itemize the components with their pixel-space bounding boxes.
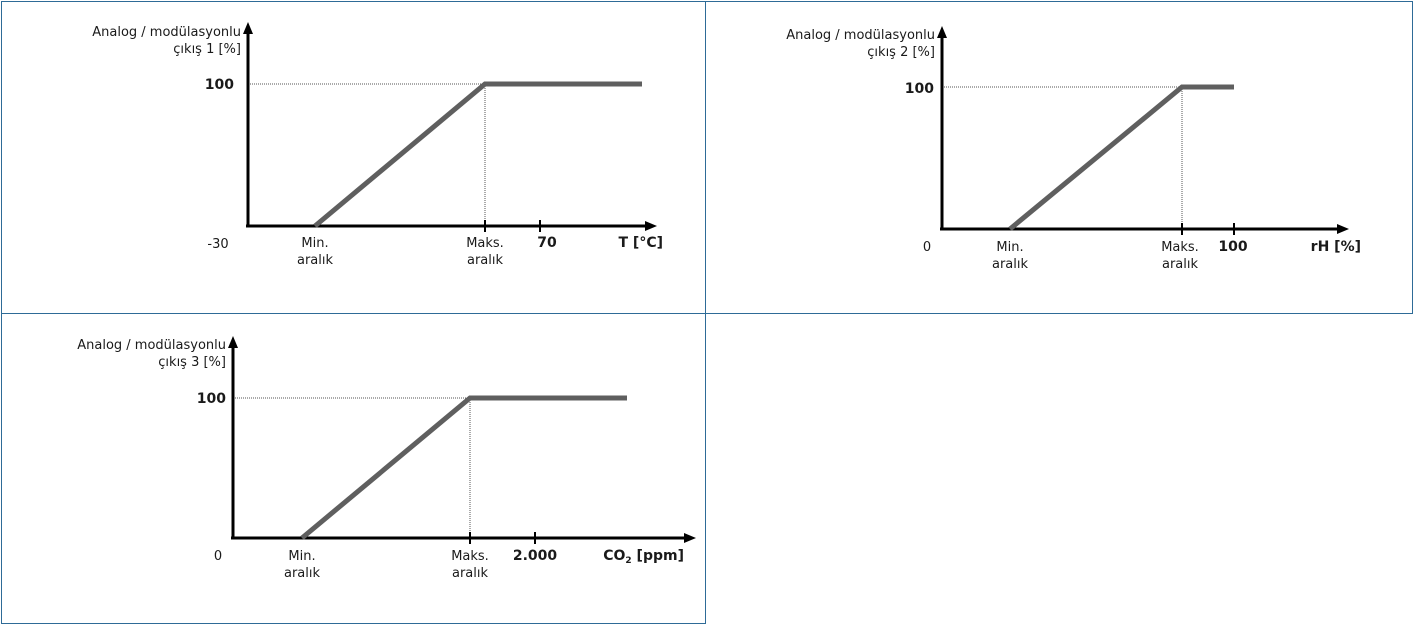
y-axis-min: -30 — [207, 237, 228, 252]
x-max-label-line1: Maks. — [466, 236, 504, 251]
chart-1-svg: Analog / modülasyonlu çıkış 1 [%] 100 -3… — [92, 22, 664, 268]
x-max-label-line1: Maks. — [1161, 240, 1199, 255]
y-axis-arrow — [228, 336, 238, 348]
x-end-value: 70 — [537, 235, 557, 251]
x-axis-unit-rest: [ppm] — [632, 548, 684, 564]
y-axis-arrow — [243, 22, 253, 34]
y-axis-label-line2: çıkış 1 [%] — [173, 42, 241, 57]
x-axis-arrow — [1337, 224, 1349, 234]
chart-panel-1: Analog / modülasyonlu çıkış 1 [%] 100 -3… — [1, 1, 706, 314]
y-axis-label-line2: çıkış 3 [%] — [158, 355, 226, 370]
y-axis-label-line1: Analog / modülasyonlu — [77, 338, 226, 353]
y-axis-label-line1: Analog / modülasyonlu — [92, 25, 241, 40]
y-axis-label-line1: Analog / modülasyonlu — [786, 28, 935, 43]
x-axis-arrow — [645, 221, 657, 231]
y-tick-100: 100 — [197, 391, 226, 407]
x-end-value: 100 — [1218, 239, 1247, 255]
y-tick-100: 100 — [205, 77, 234, 93]
output-curve — [1008, 84, 1234, 231]
y-axis-min: 0 — [923, 240, 931, 255]
y-axis-label-line2: çıkış 2 [%] — [867, 45, 935, 60]
x-axis-unit: T [°C] — [619, 235, 664, 251]
x-axis-unit-main: CO — [603, 548, 625, 564]
x-min-label-line1: Min. — [301, 236, 328, 251]
y-tick-100: 100 — [905, 81, 934, 97]
x-max-label-line2: aralık — [452, 566, 489, 581]
x-min-label-line2: aralık — [992, 257, 1029, 272]
output-curve — [300, 395, 627, 540]
chart-2-svg: Analog / modülasyonlu çıkış 2 [%] 100 0 … — [786, 26, 1361, 272]
x-axis-arrow — [684, 533, 696, 543]
y-axis-arrow — [937, 26, 947, 38]
chart-panel-3: Analog / modülasyonlu çıkış 3 [%] 100 0 … — [1, 313, 706, 624]
x-max-label-line2: aralık — [1162, 257, 1199, 272]
chart-3-svg: Analog / modülasyonlu çıkış 3 [%] 100 0 … — [77, 336, 696, 581]
x-end-value: 2.000 — [513, 548, 558, 564]
x-axis-unit-subscript: 2 — [625, 556, 631, 566]
chart-panel-2: Analog / modülasyonlu çıkış 2 [%] 100 0 … — [705, 1, 1413, 314]
x-axis-unit: CO2 [ppm] — [603, 548, 684, 566]
x-min-label-line1: Min. — [288, 549, 315, 564]
x-max-label-line2: aralık — [467, 253, 504, 268]
x-axis-unit: rH [%] — [1311, 239, 1361, 255]
x-min-label-line1: Min. — [996, 240, 1023, 255]
y-axis-min: 0 — [214, 549, 222, 564]
x-min-label-line2: aralık — [297, 253, 334, 268]
x-min-label-line2: aralık — [284, 566, 321, 581]
x-max-label-line1: Maks. — [451, 549, 489, 564]
output-curve — [313, 81, 642, 228]
